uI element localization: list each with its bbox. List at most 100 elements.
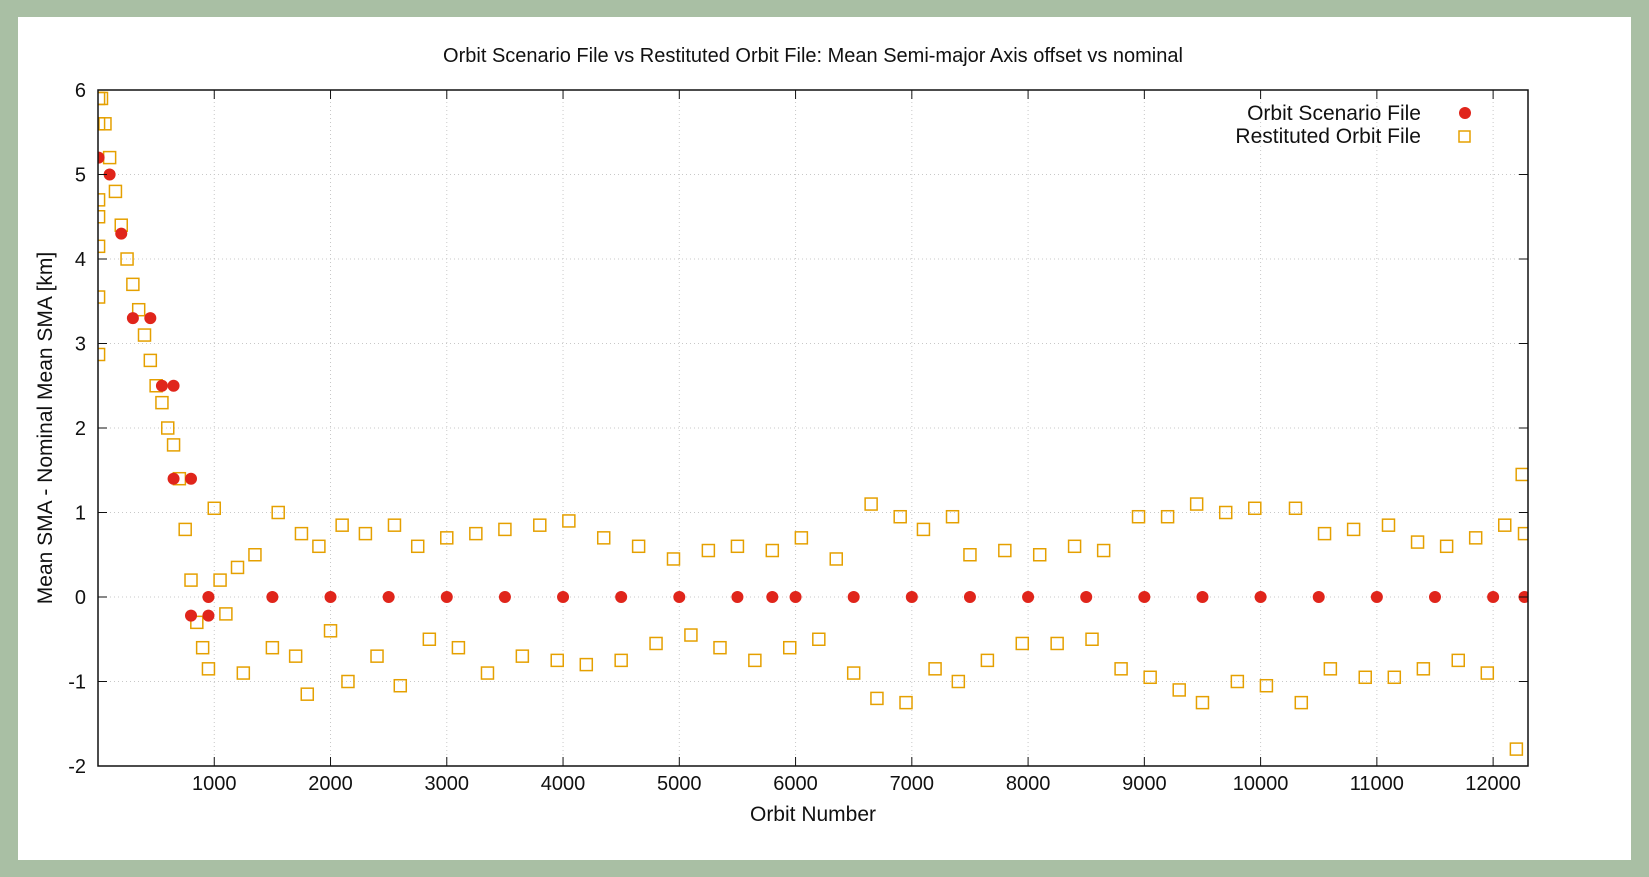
orbit-scenario-file-point	[1370, 591, 1383, 603]
restituted-orbit-file-point	[161, 421, 175, 435]
restituted-orbit-file-point	[1515, 467, 1528, 482]
restituted-orbit-file-point	[1131, 509, 1146, 524]
restituted-orbit-file-point	[440, 531, 454, 545]
restituted-orbit-file-point	[1288, 501, 1303, 516]
orbit-scenario-file-point	[266, 591, 279, 603]
orbit-scenario-file-point	[1254, 591, 1267, 603]
restituted-orbit-file-point	[451, 640, 466, 655]
ticks: 1000 2000 3000 4000 5000 6000 7000 8000 9000 1000…	[68, 80, 1528, 795]
restituted-orbit-file-point	[219, 607, 233, 621]
y-tick-label: 0	[75, 587, 86, 609]
restituted-orbit-file-point	[230, 560, 245, 575]
plot-frame: Orbit Scenario File vs Restituted Orbit …	[18, 17, 1631, 860]
restituted-orbit-file-point	[323, 624, 338, 638]
restituted-orbit-file-point	[126, 277, 140, 292]
restituted-orbit-file-point	[893, 509, 907, 524]
orbit-scenario-file-point	[498, 591, 511, 603]
restituted-orbit-file-point	[358, 526, 373, 541]
legend-label-restituted-orbit-file: Restituted Orbit File	[1235, 125, 1421, 148]
restituted-orbit-file-point	[1497, 518, 1512, 532]
restituted-orbit-file-point	[666, 552, 681, 566]
restituted-orbit-file-point	[1323, 662, 1338, 676]
y-tick-label: 4	[75, 249, 86, 271]
orbit-scenario-file-point	[847, 591, 860, 603]
series-layer	[98, 91, 1528, 756]
restituted-orbit-file-point	[533, 518, 547, 532]
restituted-orbit-file-point	[1085, 632, 1099, 646]
restituted-orbit-file-point	[928, 662, 942, 676]
restituted-orbit-file-point	[730, 539, 745, 554]
orbit-scenario-file-point	[1138, 591, 1151, 603]
restituted-orbit-file-point	[102, 150, 117, 165]
restituted-orbit-file-point	[422, 632, 437, 646]
restituted-orbit-file-point	[631, 539, 646, 554]
restituted-orbit-file-point	[870, 691, 884, 706]
orbit-scenario-file-point	[103, 168, 116, 181]
restituted-orbit-file-point	[515, 649, 530, 663]
restituted-orbit-file-point	[1032, 548, 1047, 562]
restituted-orbit-file-point	[596, 531, 611, 545]
restituted-orbit-file-point	[1259, 678, 1274, 693]
restituted-orbit-file-point	[155, 395, 169, 410]
y-tick-label: -1	[68, 672, 86, 694]
restituted-orbit-file-point	[1143, 670, 1157, 685]
y-tick-label: 1	[75, 503, 86, 525]
orbit-scenario-file-point	[185, 472, 198, 485]
restituted-orbit-file-point	[1381, 518, 1396, 532]
x-tick-label: 1000	[192, 773, 237, 795]
restituted-orbit-file-point	[846, 666, 861, 680]
orbit-scenario-file-point	[731, 591, 744, 603]
restituted-orbit-file-point	[579, 657, 594, 672]
orbit-scenario-file-point	[185, 609, 198, 622]
restituted-orbit-file-point	[335, 518, 349, 532]
x-axis-label: Orbit Number	[750, 803, 876, 826]
restituted-orbit-file-point	[1468, 531, 1483, 545]
orbit-scenario-file-point	[202, 609, 215, 622]
restituted-orbit-file-point	[1189, 497, 1204, 511]
legend: Orbit Scenario File Restituted Orbit Fil…	[1235, 102, 1471, 148]
restituted-orbit-file-point	[701, 543, 716, 558]
restituted-orbit-file-point	[1218, 505, 1233, 520]
orbit-scenario-file-point	[440, 591, 453, 603]
restituted-orbit-file-point	[1195, 695, 1210, 710]
restituted-orbit-file-point	[963, 548, 977, 562]
x-tick-label: 7000	[890, 773, 935, 795]
orbit-scenario-file-point	[155, 379, 168, 392]
restituted-orbit-file-point	[184, 573, 198, 587]
restituted-orbit-file-point	[864, 497, 878, 511]
restituted-orbit-file-point	[288, 649, 303, 663]
orbit-scenario-file-point	[615, 591, 628, 603]
restituted-orbit-file-point	[1067, 539, 1082, 554]
restituted-orbit-file-point	[1230, 674, 1245, 689]
x-tick-label: 2000	[308, 773, 353, 795]
restituted-orbit-file-point	[120, 252, 134, 266]
orbit-scenario-file-point	[167, 379, 180, 392]
restituted-orbit-file-point	[294, 526, 309, 541]
restituted-orbit-file-point	[1439, 539, 1454, 554]
restituted-orbit-file-point	[1451, 653, 1465, 668]
orbit-scenario-file-point	[167, 472, 180, 485]
restituted-orbit-file-point	[550, 653, 564, 668]
y-tick-label: 2	[75, 418, 86, 440]
restituted-orbit-file-point	[684, 628, 698, 642]
restituted-orbit-file-point	[1050, 636, 1064, 651]
restituted-orbit-file-point	[899, 695, 913, 710]
y-axis-label: Mean SMA - Nominal Mean SMA [km]	[34, 252, 57, 604]
restituted-orbit-file-point	[271, 505, 285, 520]
orbit-scenario-file-point	[1080, 591, 1093, 603]
restituted-orbit-file-point	[1416, 662, 1431, 676]
restituted-orbit-file-point	[312, 539, 326, 554]
restituted-orbit-file-point	[207, 501, 222, 516]
restituted-orbit-file-point	[945, 509, 960, 524]
restituted-orbit-file-point	[341, 674, 355, 689]
restituted-orbit-file-point	[1410, 535, 1425, 549]
series-restituted-orbit-file	[98, 91, 1528, 756]
restituted-orbit-file-point	[1294, 695, 1309, 710]
orbit-scenario-file-point	[766, 591, 779, 603]
orbit-scenario-file-point	[126, 312, 139, 325]
restituted-orbit-file-point	[1160, 509, 1175, 524]
restituted-orbit-file-point	[300, 687, 315, 701]
plot-border	[97, 89, 1529, 767]
restituted-orbit-file-point	[236, 666, 251, 680]
x-tick-label: 9000	[1122, 773, 1167, 795]
